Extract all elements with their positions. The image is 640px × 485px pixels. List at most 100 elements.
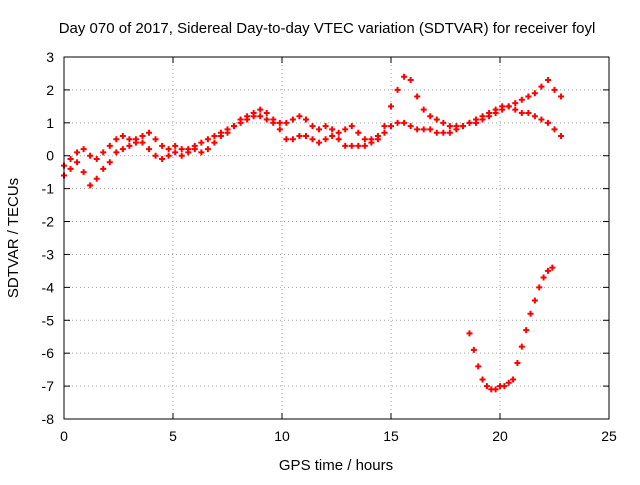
grid (64, 57, 609, 419)
data-point (427, 126, 434, 133)
data-point (499, 103, 506, 110)
data-point (475, 363, 482, 370)
data-point (165, 146, 172, 153)
x-tick-label: 5 (169, 428, 177, 444)
data-point (388, 123, 394, 130)
data-point (348, 142, 355, 149)
data-point (536, 284, 543, 291)
data-point (283, 119, 290, 126)
data-point (217, 132, 224, 139)
y-tick-label: 1 (46, 115, 54, 131)
data-point (348, 123, 355, 130)
data-point (211, 132, 218, 139)
data-point (302, 116, 309, 123)
data-point (420, 106, 427, 113)
data-point (139, 139, 146, 146)
x-tick-label: 20 (492, 428, 508, 444)
data-point (224, 129, 231, 136)
y-tick-label: -1 (42, 181, 55, 197)
data-point (355, 129, 362, 136)
data-point (204, 136, 211, 143)
data-point (558, 93, 565, 100)
x-tick-label: 15 (383, 428, 399, 444)
data-point (466, 330, 473, 337)
data-point (106, 142, 113, 149)
data-point (512, 100, 519, 107)
data-point (544, 119, 551, 126)
data-point (204, 146, 211, 153)
data-point (119, 146, 126, 153)
data-point (276, 119, 283, 126)
data-point (126, 136, 133, 143)
data-point (257, 106, 264, 113)
data-point (414, 93, 421, 100)
data-point (527, 310, 534, 317)
series-1 (61, 103, 565, 189)
data-point (479, 376, 486, 383)
data-point (316, 126, 323, 133)
data-point (453, 126, 460, 133)
data-point (551, 86, 558, 93)
data-point (427, 113, 434, 120)
data-point (322, 123, 329, 130)
data-point (446, 129, 453, 136)
data-point (433, 116, 440, 123)
y-tick-label: -4 (42, 279, 55, 295)
data-point (93, 156, 100, 163)
data-point (342, 142, 349, 149)
data-point (244, 116, 251, 123)
data-point (132, 136, 139, 143)
data-point (172, 142, 179, 149)
data-point (178, 152, 185, 159)
data-point (420, 126, 427, 133)
data-point (296, 132, 303, 139)
data-point (113, 149, 120, 156)
data-point (263, 109, 270, 116)
data-point (80, 169, 87, 176)
data-point (549, 264, 556, 271)
data-point (394, 119, 401, 126)
data-point (257, 113, 264, 120)
data-point (538, 83, 545, 90)
data-point (309, 123, 316, 130)
y-ticks: -8 -7 -6 -5 -4 -3 -2 -1 0 1 2 3 (42, 49, 609, 427)
data-point (329, 132, 336, 139)
data-point (289, 116, 296, 123)
data-point (486, 109, 493, 116)
data-point (505, 103, 512, 110)
data-point (87, 182, 94, 189)
y-tick-label: 2 (46, 82, 54, 98)
data-point (407, 77, 414, 84)
y-tick-label: 0 (46, 148, 54, 164)
chart-title: Day 070 of 2017, Sidereal Day-to-day VTE… (59, 20, 596, 37)
data-point (178, 146, 185, 153)
data-point (329, 126, 336, 133)
data-point (289, 136, 296, 143)
data-point (87, 152, 94, 159)
data-point (159, 156, 166, 163)
data-point (283, 136, 290, 143)
data-point (518, 96, 525, 103)
data-point (119, 132, 126, 139)
data-point (440, 119, 447, 126)
data-point (198, 139, 205, 146)
data-point (93, 175, 100, 182)
data-point (270, 119, 277, 126)
data-point (501, 383, 508, 390)
data-point (342, 126, 349, 133)
data-point (198, 149, 205, 156)
data-point (479, 113, 486, 120)
data-point (139, 132, 146, 139)
data-point (394, 86, 401, 93)
x-tick-label: 25 (601, 428, 617, 444)
data-point (152, 136, 159, 143)
data-point (466, 119, 473, 126)
y-tick-label: -7 (42, 378, 55, 394)
data-point (512, 106, 519, 113)
data-point (388, 103, 394, 110)
data-point (374, 136, 381, 143)
data-point (531, 113, 538, 120)
data-point (74, 159, 81, 166)
data-point (126, 142, 133, 149)
